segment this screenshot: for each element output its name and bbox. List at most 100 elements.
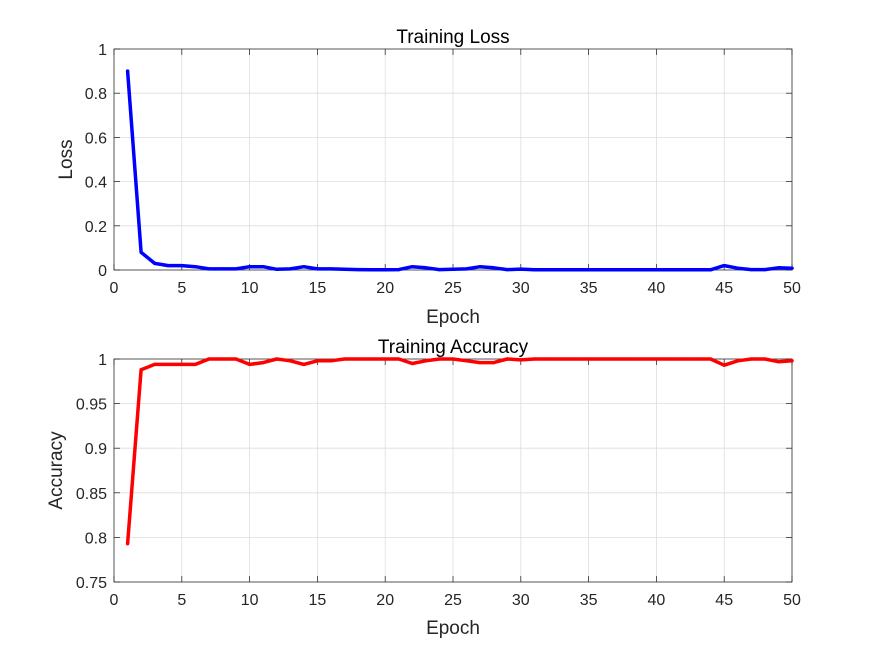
loss-data-point-39: [641, 268, 645, 272]
accuracy-data-point-43: [695, 357, 699, 361]
loss-data-point-4: [166, 264, 170, 268]
loss-data-point-11: [261, 265, 265, 269]
accuracy-data-point-1: [126, 542, 130, 546]
loss-x-tick-label: 5: [177, 280, 186, 297]
accuracy-data-point-40: [654, 357, 659, 361]
accuracy-chart: 0 5 10 15 20 25 30 35 40 45 500.750.80.850.90.951 …: [46, 337, 801, 639]
accuracy-data-point-4: [166, 362, 170, 366]
loss-data-point-50: [790, 266, 794, 270]
loss-y-tick-label: 0.4: [85, 175, 107, 192]
loss-data-point-14: [302, 265, 306, 269]
accuracy-data-point-48: [763, 357, 767, 361]
loss-data-point-22: [410, 265, 414, 269]
loss-data-point-24: [437, 268, 441, 272]
accuracy-data-point-14: [302, 362, 306, 366]
accuracy-data-point-38: [627, 357, 631, 361]
loss-data-point-1: [126, 69, 130, 73]
loss-data-point-21: [397, 268, 401, 272]
loss-data-point-23: [424, 266, 428, 270]
accuracy-series-line: [125, 357, 794, 546]
loss-data-point-7: [207, 267, 211, 271]
loss-data-point-27: [478, 265, 482, 269]
loss-data-point-30: [519, 267, 523, 271]
loss-data-point-16: [329, 267, 333, 271]
loss-data-point-17: [342, 267, 347, 271]
accuracy-data-point-5: [180, 362, 184, 366]
loss-data-point-10: [248, 265, 252, 269]
loss-data-point-13: [288, 267, 292, 271]
loss-data-point-25: [451, 267, 455, 271]
loss-x-tick-label: 35: [580, 280, 598, 297]
accuracy-data-point-9: [234, 357, 238, 361]
loss-data-point-36: [600, 268, 604, 272]
loss-data-point-40: [654, 268, 659, 272]
loss-data-point-3: [153, 261, 157, 265]
accuracy-data-points: [126, 357, 794, 546]
loss-data-point-15: [315, 267, 319, 271]
accuracy-data-point-29: [505, 357, 509, 361]
loss-data-point-49: [776, 266, 781, 270]
accuracy-y-tick-label: 0.9: [85, 441, 107, 458]
loss-data-point-34: [573, 268, 577, 272]
accuracy-data-point-11: [261, 361, 265, 365]
loss-data-point-5: [180, 264, 184, 268]
accuracy-x-tick-label: 35: [580, 592, 598, 609]
accuracy-data-point-32: [546, 357, 550, 361]
loss-series-line: [125, 69, 794, 272]
loss-y-tick-label: 1: [98, 42, 107, 59]
accuracy-x-tick-label: 10: [241, 592, 259, 609]
loss-x-tick-label: 20: [376, 280, 394, 297]
loss-x-tick-label: 50: [783, 280, 801, 297]
accuracy-data-point-26: [465, 359, 469, 363]
accuracy-y-tick-label: 0.8: [85, 530, 107, 547]
accuracy-data-point-31: [532, 357, 537, 361]
loss-data-point-9: [234, 267, 238, 271]
loss-x-tick-label: 25: [444, 280, 462, 297]
accuracy-data-point-21: [397, 357, 401, 361]
accuracy-data-point-13: [288, 359, 292, 363]
accuracy-data-point-25: [451, 357, 455, 361]
loss-chart-title: Training Loss: [396, 27, 509, 48]
accuracy-data-point-50: [790, 359, 794, 363]
loss-data-point-47: [749, 268, 753, 272]
loss-data-point-18: [356, 268, 360, 272]
accuracy-data-point-27: [478, 361, 482, 365]
accuracy-data-point-36: [600, 357, 604, 361]
accuracy-data-point-46: [736, 359, 740, 363]
accuracy-data-point-41: [668, 357, 672, 361]
accuracy-y-tick-label: 0.95: [76, 397, 107, 414]
accuracy-data-point-35: [587, 357, 591, 361]
accuracy-x-tick-label: 15: [309, 592, 327, 609]
accuracy-chart-title: Training Accuracy: [378, 337, 529, 358]
accuracy-data-point-33: [559, 357, 564, 361]
accuracy-x-tick-label: 40: [648, 592, 666, 609]
accuracy-data-point-37: [614, 357, 618, 361]
loss-data-point-20: [383, 268, 387, 272]
loss-data-point-19: [370, 268, 374, 272]
loss-data-point-37: [614, 268, 618, 272]
accuracy-x-tick-label: 30: [512, 592, 530, 609]
loss-data-point-35: [587, 268, 591, 272]
loss-data-point-33: [559, 268, 564, 272]
accuracy-x-tick-label: 20: [376, 592, 394, 609]
accuracy-data-point-17: [342, 357, 347, 361]
loss-data-points: [126, 69, 794, 272]
accuracy-y-tick-label: 1: [98, 352, 107, 369]
accuracy-x-tick-label: 25: [444, 592, 462, 609]
loss-y-tick-label: 0.2: [85, 219, 107, 236]
loss-data-point-42: [681, 268, 686, 272]
accuracy-data-point-39: [641, 357, 645, 361]
loss-tick-labels: 0 5 10 15 20 25 30 35 40 45 50 0 0.2 0.4 0.6 0.8 1: [85, 42, 801, 297]
accuracy-ticks: [113, 358, 793, 583]
loss-x-tick-label: 30: [512, 280, 530, 297]
accuracy-data-point-44: [709, 357, 713, 361]
loss-data-point-45: [722, 264, 726, 268]
accuracy-x-tick-label: 45: [715, 592, 733, 609]
accuracy-data-point-49: [776, 360, 781, 364]
accuracy-tick-labels: 0 5 10 15 20 25 30 35 40 45 50 0.75 0.8 0.85 0.9 0.95 1: [76, 352, 801, 609]
accuracy-data-point-10: [248, 362, 252, 366]
accuracy-data-point-19: [370, 357, 374, 361]
accuracy-data-point-23: [424, 359, 428, 363]
accuracy-y-tick-label: 0.75: [76, 575, 107, 592]
